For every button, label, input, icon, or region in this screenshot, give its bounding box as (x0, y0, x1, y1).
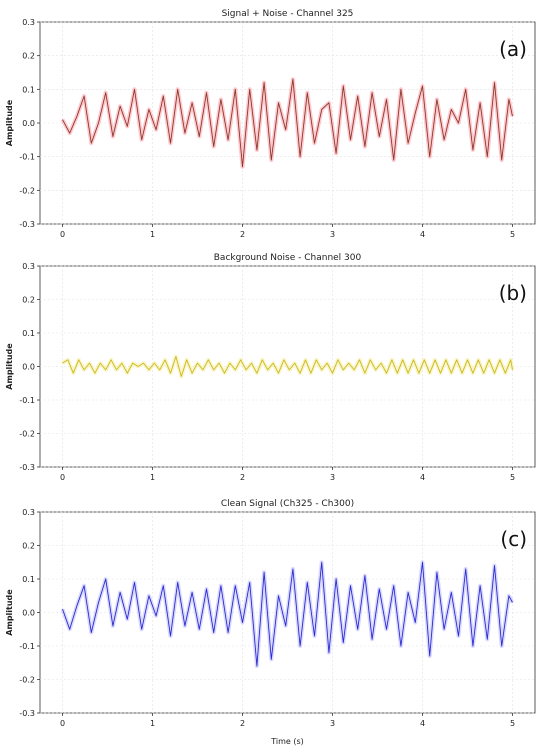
series-line (62, 78, 513, 168)
x-tick-label: 2 (240, 230, 245, 239)
y-tick-label: 0.1 (22, 575, 35, 584)
x-tick-label: 4 (420, 719, 425, 728)
y-tick-label: -0.3 (19, 709, 35, 718)
chart-panel-2: 0.3 0.2 0.1 0.0 -0.1 -0.2 -0.3 0 1 2 3 4 5 Background… (5, 253, 536, 482)
x-axis-label: Time (s) (270, 737, 304, 746)
y-tick-label: 0.3 (22, 508, 35, 517)
y-tick-label: -0.3 (19, 220, 35, 229)
y-tick-label: -0.1 (19, 153, 35, 162)
y-tick-label: 0.2 (22, 52, 35, 61)
x-tick-label: 1 (150, 230, 155, 239)
chart-title: Background Noise - Channel 300 (214, 253, 362, 263)
y-tick-label: -0.3 (19, 463, 35, 472)
x-tick-label: 5 (510, 230, 515, 239)
x-tick-label: 5 (510, 719, 515, 728)
x-tick-label: 1 (150, 473, 155, 482)
x-tick-label: 5 (510, 473, 515, 482)
x-tick-label: 3 (330, 719, 335, 728)
y-tick-label: 0.1 (22, 85, 35, 94)
y-tick-label: -0.2 (19, 676, 35, 685)
y-tick-label: 0.2 (22, 542, 35, 551)
y-tick-label: 0.3 (22, 18, 35, 27)
x-tick-label: 0 (60, 719, 65, 728)
panel-label: (a) (499, 37, 527, 61)
x-tick-label: 2 (240, 473, 245, 482)
y-tick-label: 0.0 (22, 363, 35, 372)
y-tick-label: -0.1 (19, 396, 35, 405)
chart-title: Clean Signal (Ch325 - Ch300) (221, 499, 354, 509)
y-tick-label: 0.0 (22, 609, 35, 618)
x-tick-label: 4 (420, 230, 425, 239)
y-axis-label: Amplitude (5, 589, 14, 636)
x-tick-label: 1 (150, 719, 155, 728)
series-line (62, 356, 513, 377)
panel-label: (b) (499, 281, 527, 305)
x-tick-label: 0 (60, 230, 65, 239)
series-line (62, 561, 513, 667)
x-tick-label: 2 (240, 719, 245, 728)
y-tick-label: -0.2 (19, 186, 35, 195)
x-tick-label: 3 (330, 230, 335, 239)
panel-label: (c) (500, 527, 527, 551)
chart-panel-1: 0.3 0.2 0.1 0.0 -0.1 -0.2 -0.3 0 1 2 3 4 5 Signal + N… (5, 9, 536, 239)
x-tick-label: 0 (60, 473, 65, 482)
y-tick-label: 0.0 (22, 119, 35, 128)
y-tick-label: -0.2 (19, 430, 35, 439)
x-tick-label: 3 (330, 473, 335, 482)
y-tick-label: -0.1 (19, 642, 35, 651)
y-axis-label: Amplitude (5, 343, 14, 390)
chart-title: Signal + Noise - Channel 325 (222, 9, 354, 19)
chart-panel-3: 0.3 0.2 0.1 0.0 -0.1 -0.2 -0.3 0 1 2 3 4 5 Clean Sign… (5, 499, 536, 746)
x-tick-label: 4 (420, 473, 425, 482)
y-axis-label: Amplitude (5, 99, 14, 146)
y-tick-label: 0.2 (22, 296, 35, 305)
y-tick-label: 0.3 (22, 262, 35, 271)
y-tick-label: 0.1 (22, 329, 35, 338)
